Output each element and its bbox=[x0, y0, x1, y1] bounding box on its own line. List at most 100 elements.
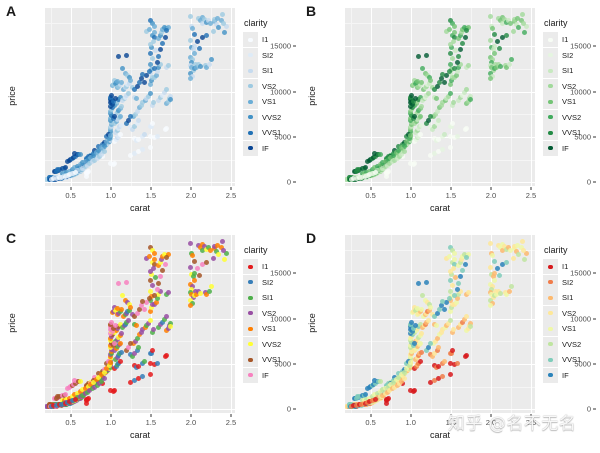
gridline-minor-vertical bbox=[90, 8, 92, 186]
data-point bbox=[468, 93, 474, 99]
data-point bbox=[206, 18, 212, 24]
legend-item-vvs1[interactable]: VVS1 bbox=[243, 352, 299, 368]
data-point bbox=[149, 247, 155, 253]
legend-dot-icon bbox=[248, 295, 253, 300]
legend-item-vvs1[interactable]: VVS1 bbox=[543, 352, 599, 368]
data-point bbox=[194, 39, 200, 45]
data-point bbox=[488, 76, 494, 82]
data-point bbox=[452, 250, 458, 256]
legend-c: clarity I1 SI2 SI1 VS2 VS1 VVS2 VVS1 IF bbox=[243, 245, 299, 383]
legend-item-vs2[interactable]: VS2 bbox=[243, 78, 299, 95]
data-point bbox=[99, 151, 105, 157]
legend-item-si1[interactable]: SI1 bbox=[243, 290, 299, 306]
data-point bbox=[194, 266, 200, 272]
data-point bbox=[110, 343, 116, 349]
legend-key-swatch bbox=[543, 352, 558, 368]
data-point bbox=[188, 38, 194, 44]
legend-item-vvs1[interactable]: VVS1 bbox=[543, 125, 599, 141]
data-point bbox=[444, 72, 450, 78]
legend-item-vvs2[interactable]: VVS2 bbox=[243, 336, 299, 353]
legend-item-vs1[interactable]: VS1 bbox=[543, 321, 599, 337]
y-tick-mark bbox=[593, 318, 596, 320]
data-point bbox=[133, 338, 139, 344]
data-point bbox=[188, 281, 194, 287]
legend-key-swatch bbox=[543, 321, 558, 337]
data-point bbox=[129, 354, 135, 360]
data-point bbox=[509, 57, 515, 63]
legend-key-swatch bbox=[243, 109, 258, 125]
gridline-minor-vertical bbox=[90, 235, 92, 413]
legend-item-si1[interactable]: SI1 bbox=[543, 63, 599, 79]
data-point bbox=[85, 396, 91, 402]
data-point bbox=[448, 61, 454, 67]
data-point bbox=[188, 289, 194, 295]
data-point bbox=[110, 388, 116, 394]
data-point bbox=[492, 31, 498, 37]
legend-item-si2[interactable]: SI2 bbox=[543, 274, 599, 291]
data-point bbox=[494, 39, 500, 45]
data-point bbox=[56, 166, 62, 172]
legend-item-vs2[interactable]: VS2 bbox=[243, 305, 299, 322]
data-point bbox=[156, 280, 162, 286]
data-point bbox=[204, 292, 210, 298]
data-point bbox=[451, 257, 457, 263]
legend-item-vvs2[interactable]: VVS2 bbox=[243, 109, 299, 126]
legend-a: clarity I1 SI2 SI1 VS2 VS1 VVS2 VVS1 IF bbox=[243, 18, 299, 156]
data-point bbox=[188, 265, 194, 271]
y-tick-mark bbox=[293, 272, 296, 274]
data-point bbox=[413, 323, 419, 329]
data-point bbox=[128, 341, 134, 347]
gridline-minor-horizontal bbox=[45, 114, 235, 115]
legend-item-vs2[interactable]: VS2 bbox=[543, 305, 599, 322]
legend-item-vs1[interactable]: VS1 bbox=[543, 94, 599, 110]
legend-item-si1[interactable]: SI1 bbox=[543, 290, 599, 306]
data-point bbox=[152, 23, 158, 29]
legend-item-i1[interactable]: I1 bbox=[543, 32, 599, 48]
x-axis-title: carat bbox=[129, 203, 150, 213]
data-point bbox=[425, 299, 431, 305]
legend-item-i1[interactable]: I1 bbox=[243, 259, 299, 275]
legend-item-if[interactable]: IF bbox=[543, 140, 599, 157]
gridline-minor-vertical bbox=[210, 235, 212, 413]
data-point bbox=[202, 244, 208, 250]
legend-item-si2[interactable]: SI2 bbox=[243, 47, 299, 64]
data-point bbox=[165, 62, 171, 68]
gridline-minor-horizontal bbox=[345, 68, 535, 70]
data-point bbox=[157, 95, 163, 101]
data-point bbox=[115, 79, 121, 85]
data-point bbox=[489, 23, 495, 29]
legend-item-i1[interactable]: I1 bbox=[543, 259, 599, 275]
legend-item-si1[interactable]: SI1 bbox=[243, 63, 299, 79]
legend-item-if[interactable]: IF bbox=[243, 367, 299, 384]
data-point bbox=[148, 134, 154, 140]
data-point bbox=[452, 34, 458, 40]
legend-item-i1[interactable]: I1 bbox=[243, 32, 299, 48]
data-point bbox=[149, 329, 155, 335]
legend-key-swatch bbox=[543, 47, 558, 63]
data-point bbox=[444, 323, 450, 329]
legend-item-si2[interactable]: SI2 bbox=[543, 47, 599, 64]
data-point bbox=[156, 36, 162, 42]
data-point bbox=[152, 66, 158, 72]
legend-title: clarity bbox=[244, 18, 268, 28]
legend-item-if[interactable]: IF bbox=[243, 140, 299, 157]
x-tick-mark bbox=[450, 187, 452, 190]
legend-item-vvs1[interactable]: VVS1 bbox=[243, 125, 299, 141]
data-point bbox=[438, 303, 444, 309]
data-point bbox=[148, 245, 154, 251]
legend-item-vvs2[interactable]: VVS2 bbox=[543, 336, 599, 353]
legend-item-vs1[interactable]: VS1 bbox=[243, 321, 299, 337]
legend-item-si2[interactable]: SI2 bbox=[243, 274, 299, 291]
legend-item-vvs2[interactable]: VVS2 bbox=[543, 109, 599, 126]
gridline-minor-horizontal bbox=[345, 341, 535, 342]
data-point bbox=[492, 50, 498, 56]
legend-item-vs2[interactable]: VS2 bbox=[543, 78, 599, 95]
legend-dot-icon bbox=[548, 84, 553, 89]
data-point bbox=[366, 395, 372, 401]
data-point bbox=[117, 113, 123, 119]
legend-item-vs1[interactable]: VS1 bbox=[243, 94, 299, 110]
gridline-major-vertical bbox=[190, 8, 192, 186]
data-point bbox=[488, 281, 494, 287]
data-point bbox=[126, 75, 132, 81]
legend-item-if[interactable]: IF bbox=[543, 367, 599, 384]
